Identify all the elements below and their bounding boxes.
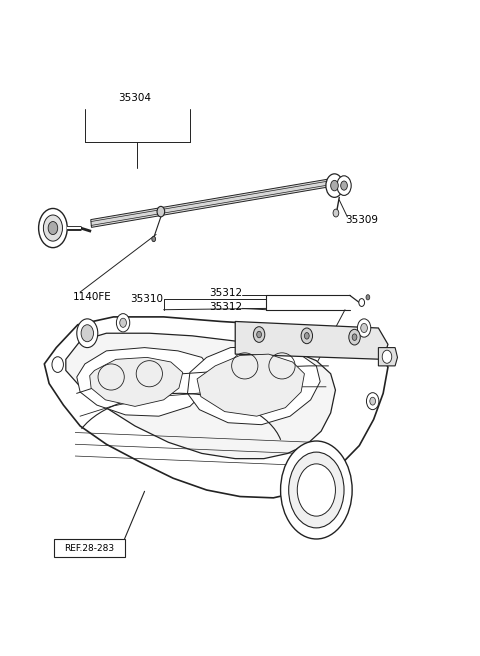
Circle shape [297, 464, 336, 516]
Circle shape [382, 350, 392, 363]
Circle shape [52, 357, 63, 373]
Text: 35312: 35312 [209, 289, 242, 298]
Text: 35310: 35310 [130, 294, 163, 304]
Circle shape [253, 327, 265, 342]
Circle shape [326, 174, 343, 197]
Circle shape [358, 319, 371, 337]
Polygon shape [77, 348, 211, 416]
Circle shape [152, 236, 156, 241]
Circle shape [43, 215, 62, 241]
Circle shape [337, 176, 351, 195]
Circle shape [257, 331, 262, 338]
Circle shape [301, 328, 312, 344]
Circle shape [304, 333, 309, 339]
Polygon shape [378, 348, 397, 366]
Circle shape [120, 318, 126, 327]
Circle shape [77, 319, 98, 348]
Polygon shape [91, 177, 341, 228]
Circle shape [81, 325, 94, 342]
Polygon shape [66, 333, 336, 459]
Circle shape [288, 452, 344, 528]
Circle shape [116, 314, 130, 332]
Text: 35309: 35309 [345, 215, 378, 225]
Text: 1140FE: 1140FE [73, 293, 112, 302]
Text: 35312: 35312 [209, 302, 242, 312]
Circle shape [366, 393, 379, 409]
Polygon shape [197, 354, 304, 416]
Polygon shape [44, 317, 388, 498]
Polygon shape [235, 321, 388, 359]
Circle shape [370, 398, 375, 405]
Circle shape [38, 209, 67, 248]
Circle shape [331, 180, 338, 191]
Circle shape [333, 209, 339, 217]
Circle shape [349, 329, 360, 345]
Polygon shape [90, 358, 183, 406]
Circle shape [361, 323, 367, 333]
Circle shape [359, 298, 364, 306]
Circle shape [157, 207, 165, 217]
Circle shape [352, 334, 357, 340]
Circle shape [281, 441, 352, 539]
Text: REF.28-283: REF.28-283 [64, 544, 114, 552]
Circle shape [341, 181, 348, 190]
FancyBboxPatch shape [54, 539, 124, 558]
Circle shape [366, 295, 370, 300]
Circle shape [48, 222, 58, 235]
Polygon shape [188, 346, 320, 424]
Text: 35304: 35304 [119, 93, 152, 103]
